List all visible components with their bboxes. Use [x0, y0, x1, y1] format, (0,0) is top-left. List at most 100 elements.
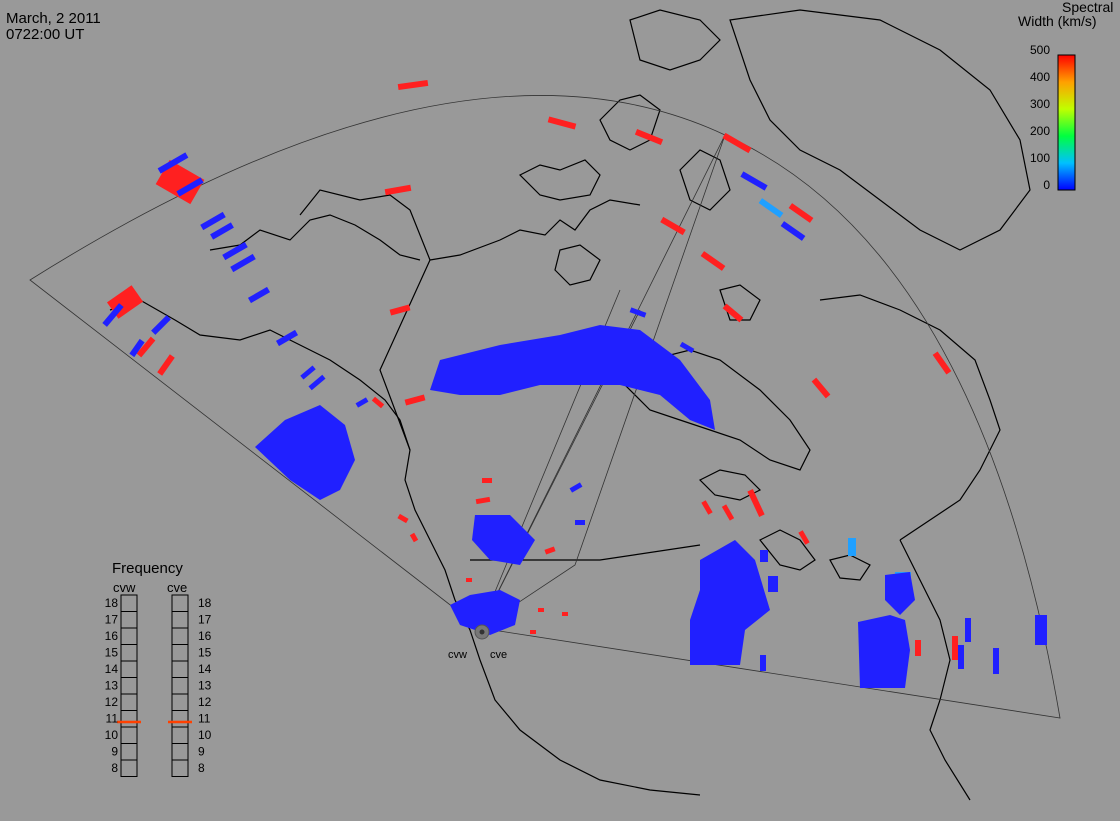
scatter-cell: [722, 132, 752, 154]
scatter-cell: [155, 159, 205, 205]
frequency-column-cvw: [120, 594, 138, 777]
frequency-tick-label: 11: [106, 712, 119, 726]
site-label-cve: cve: [490, 649, 507, 661]
scatter-region: [472, 515, 535, 565]
frequency-tick-label: 9: [198, 745, 205, 759]
frequency-tick-label: 16: [198, 629, 212, 643]
frequency-tick-label: 18: [105, 596, 119, 610]
scatter-cell: [747, 489, 765, 517]
frequency-tick-label: 17: [105, 613, 119, 627]
frequency-tick-label: 12: [198, 695, 212, 709]
scatter-cell: [562, 612, 568, 616]
frequency-tick-label: 15: [198, 646, 212, 660]
scatter-cell: [384, 184, 412, 196]
scatter-cell: [157, 152, 189, 174]
frequency-tick-label: 15: [105, 646, 119, 660]
scatter-cell: [136, 336, 156, 358]
frequency-tick-label: 17: [198, 613, 212, 627]
frequency-radar-cvw: cvw: [113, 580, 136, 595]
scatter-cell: [760, 550, 768, 562]
scatter-cell: [965, 618, 971, 642]
frequency-column-cve: [171, 594, 189, 777]
scatter-cell: [547, 116, 577, 130]
colorbar-tick-label: 0: [1043, 178, 1050, 192]
scatter-cell: [409, 532, 419, 543]
coastlines: [109, 9, 1031, 801]
frequency-tick-label: 14: [198, 662, 212, 676]
colorbar-tick-label: 200: [1030, 124, 1050, 138]
frequency-tick-label: 12: [105, 695, 119, 709]
scatter-cell: [758, 198, 784, 218]
scatter-cell: [371, 396, 385, 409]
scatter-cell: [768, 576, 778, 592]
scatter-cell: [275, 329, 299, 347]
scatter-cell: [634, 128, 664, 146]
frequency-title: Frequency: [112, 560, 183, 577]
scatter-cell: [760, 655, 766, 671]
scatter-cell: [538, 608, 544, 612]
colorbar-tick-label: 100: [1030, 151, 1050, 165]
scatter-cell: [932, 351, 952, 375]
scatter-cell: [575, 520, 585, 525]
site-label-cvw: cvw: [448, 649, 467, 661]
scatter-cell: [952, 636, 958, 660]
scatter-cell: [300, 365, 316, 380]
frequency-tick-label: 8: [111, 761, 118, 775]
scatter-cell: [389, 304, 411, 316]
scatter-cell: [404, 394, 426, 406]
frequency-tick-label: 14: [105, 662, 119, 676]
scatter-cell: [222, 241, 248, 261]
scatter-cell: [102, 303, 124, 327]
scatter-cell: [397, 79, 429, 91]
colorbar-tick-label: 400: [1030, 70, 1050, 84]
scatter-region: [885, 572, 915, 615]
frequency-tick-label: 18: [198, 596, 212, 610]
scatter-region: [858, 615, 910, 688]
frequency-tick-label: 11: [198, 712, 211, 726]
scatter-cell: [308, 374, 326, 391]
colorbar-title-line1: Spectral: [1062, 0, 1114, 15]
scatter-cell: [530, 630, 536, 634]
colorbar-tick-label: 500: [1030, 43, 1050, 57]
frequency-tick-label: 10: [105, 728, 119, 742]
frequency-panel: 18 18 17 17 16 16 15 15 14 14 13 13 12 12 11 11 10 10 9 9 8 8: [105, 594, 212, 777]
scatter-cell: [958, 645, 964, 669]
scatter-cell: [475, 496, 491, 505]
backscatter-cells: [102, 79, 1047, 688]
scatter-region: [450, 590, 520, 635]
frequency-tick-label: 9: [111, 745, 118, 759]
colorbar-title-line2: Width (km/s): [1018, 13, 1097, 29]
scatter-cell: [355, 397, 369, 408]
scatter-cell: [466, 578, 472, 582]
scatter-cell: [701, 500, 713, 515]
scatter-region: [255, 405, 355, 500]
scatter-cell: [544, 546, 556, 555]
frequency-tick-label: 13: [198, 679, 212, 693]
scatter-cell: [848, 538, 856, 556]
scatter-cell: [1035, 615, 1047, 645]
frequency-tick-label: 16: [105, 629, 119, 643]
radar-site-marker: [474, 624, 490, 640]
scatter-cell: [129, 338, 145, 358]
scatter-cell: [482, 478, 492, 483]
colorbar-gradient: [1057, 54, 1076, 191]
scatter-region: [430, 325, 715, 430]
scatter-cell: [569, 482, 583, 493]
scatter-cell: [157, 354, 175, 376]
scatter-cell: [210, 222, 234, 240]
scatter-region: [690, 540, 770, 665]
scatter-cell: [151, 315, 171, 335]
scatter-cell: [740, 171, 768, 191]
scatter-cell: [700, 251, 726, 271]
scatter-cell: [915, 640, 921, 656]
colorbar-ticks: 500 400 300 200 100 0: [1030, 43, 1050, 192]
scatter-cell: [780, 221, 806, 241]
scatter-cell: [629, 307, 647, 318]
colorbar-tick-label: 300: [1030, 97, 1050, 111]
scatter-cell: [788, 203, 814, 223]
frequency-tick-label: 8: [198, 761, 205, 775]
scatter-cell: [660, 216, 686, 236]
date-label: March, 2 2011: [6, 10, 101, 27]
scatter-cell: [811, 377, 831, 399]
